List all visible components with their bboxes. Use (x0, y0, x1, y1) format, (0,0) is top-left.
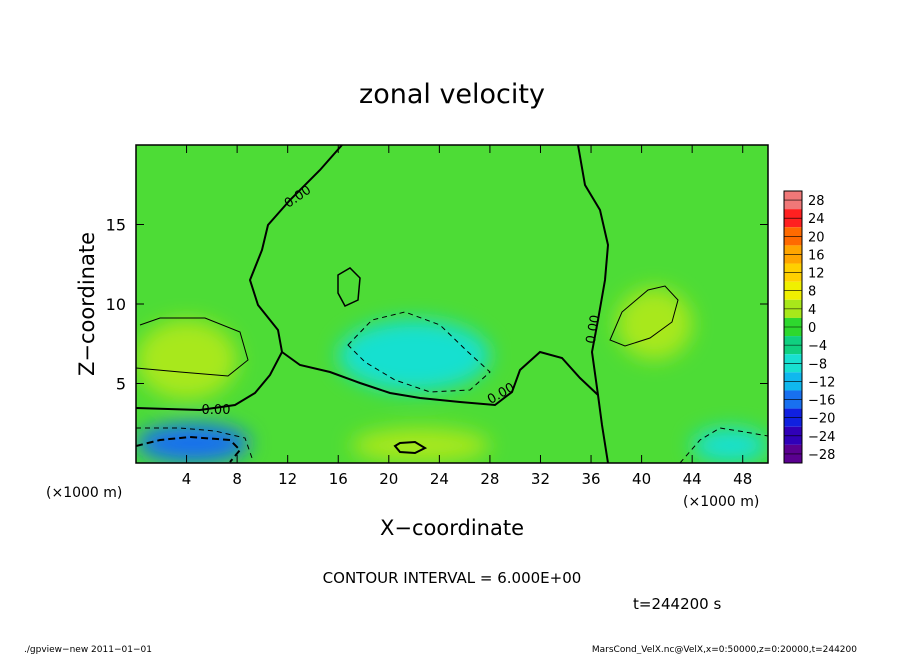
negative-contour-lowerleft (136, 435, 242, 463)
positive-contour-bump (393, 440, 428, 455)
small-contour-island (337, 267, 361, 307)
positive-contour-right (609, 285, 679, 347)
y-tick-label: 15 (106, 216, 126, 235)
x-tick-label: 20 (379, 470, 398, 488)
positive-contour-left (136, 317, 249, 377)
contour-interval-text: CONTOUR INTERVAL = 6.000E+00 (323, 569, 582, 587)
field-region-0 (136, 319, 238, 400)
footer-left: ./gpview−new 2011−01−01 (24, 645, 152, 654)
colorbar-label: −20 (808, 412, 835, 427)
contour-label-left: 0.00 (202, 403, 231, 418)
x-tick-label: 16 (329, 470, 348, 488)
x-unit-right: (×1000 m) (683, 494, 759, 510)
negative-contour-center (347, 311, 491, 393)
colorbar-label: −8 (808, 357, 827, 372)
chart-title: zonal velocity (359, 79, 545, 110)
x-tick-label: 8 (232, 470, 242, 488)
plot-area: 0.00 0.00 0.00 0.00 (136, 145, 768, 463)
field-region-1 (616, 288, 693, 360)
colorbar-label: 20 (808, 230, 825, 245)
field-region-4 (136, 423, 250, 463)
colorbar-label: 0 (808, 321, 816, 336)
field-region-3 (338, 319, 490, 392)
x-tick-label: 36 (581, 470, 600, 488)
x-unit-left: (×1000 m) (46, 485, 122, 501)
negative-contour-lowerright (679, 427, 768, 463)
x-tick-label: 4 (182, 470, 192, 488)
colorbar-label: 12 (808, 267, 825, 282)
footer-right: MarsCond_VelX.nc@VelX,x=0:50000,z=0:2000… (592, 645, 857, 654)
field-regions (136, 288, 768, 463)
x-tick-label: 48 (733, 470, 752, 488)
x-axis-label: X−coordinate (380, 516, 524, 540)
colorbar-label: −16 (808, 394, 835, 409)
colorbar-label: 24 (808, 212, 825, 227)
colorbar-label: 4 (808, 303, 816, 318)
colorbar-label: −24 (808, 430, 835, 445)
zero-contour-left (136, 145, 343, 412)
x-tick-label: 24 (430, 470, 449, 488)
y-axis-label: Z−coordinate (75, 232, 99, 376)
colorbar-label: 16 (808, 248, 825, 263)
x-tick-label: 44 (683, 470, 702, 488)
contour-label-right: 0.00 (584, 314, 604, 345)
colorbar-label: 28 (808, 194, 825, 209)
x-tick-label: 28 (480, 470, 499, 488)
contour-lines (136, 145, 768, 463)
colorbar-label: −28 (808, 448, 835, 463)
x-tick-label: 32 (531, 470, 550, 488)
y-tick-label: 10 (106, 295, 126, 314)
x-tick-label: 12 (278, 470, 297, 488)
colorbar: 28 24 20 16 12 8 4 0 −4 −8 −12 −16 −20 −24 −28 (783, 190, 835, 464)
negative-contour-lowerleft-outer (136, 427, 253, 459)
zero-contour-center (281, 350, 609, 463)
y-tick-label: 5 (116, 375, 126, 394)
colorbar-label: 8 (808, 285, 816, 300)
colorbar-label: −12 (808, 375, 835, 390)
zero-contour-right (577, 145, 610, 396)
time-text: t=244200 s (633, 595, 721, 613)
x-tick-label: 40 (632, 470, 651, 488)
colorbar-label: −4 (808, 339, 827, 354)
field-region-5 (692, 428, 768, 463)
